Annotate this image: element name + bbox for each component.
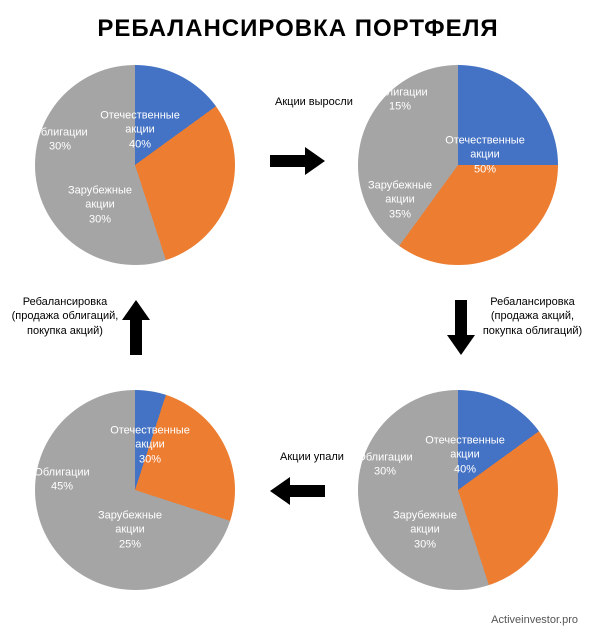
slice-label: Облигации15% <box>372 86 427 115</box>
page-title: РЕБАЛАНСИРОВКА ПОРТФЕЛЯ <box>0 15 596 43</box>
slice-label: Отечественныеакции40% <box>425 434 505 477</box>
slice-label: Зарубежныеакции30% <box>393 509 457 552</box>
slice-label: Отечественныеакции40% <box>100 109 180 152</box>
slice-label: Зарубежныеакции35% <box>368 179 432 222</box>
arrow-up-icon <box>125 300 147 355</box>
slice-label: Отечественныеакции30% <box>110 424 190 467</box>
slice-label: Облигации30% <box>32 126 87 155</box>
pie-top-left <box>35 65 235 265</box>
slice-label: Зарубежныеакции30% <box>68 184 132 227</box>
slice-label: Зарубежныеакции25% <box>98 509 162 552</box>
arrow-annotation-top: Акции выросли <box>275 95 353 109</box>
slice-label: Облигации30% <box>357 451 412 480</box>
arrow-down-icon <box>450 300 472 355</box>
arrow-left-icon <box>270 480 325 502</box>
arrow-annotation-left: Ребалансировка (продажа облигаций, покуп… <box>10 295 120 338</box>
slice-label: Облигации45% <box>34 466 89 495</box>
slice-label: Отечественныеакции50% <box>445 134 525 177</box>
credit-text: Activeinvestor.pro <box>491 614 578 626</box>
arrow-annotation-bottom: Акции упали <box>280 450 344 464</box>
arrow-annotation-right: Ребалансировка (продажа акций, покупка о… <box>480 295 585 338</box>
arrow-right-icon <box>270 150 325 172</box>
pie-bottom-right <box>358 390 558 590</box>
